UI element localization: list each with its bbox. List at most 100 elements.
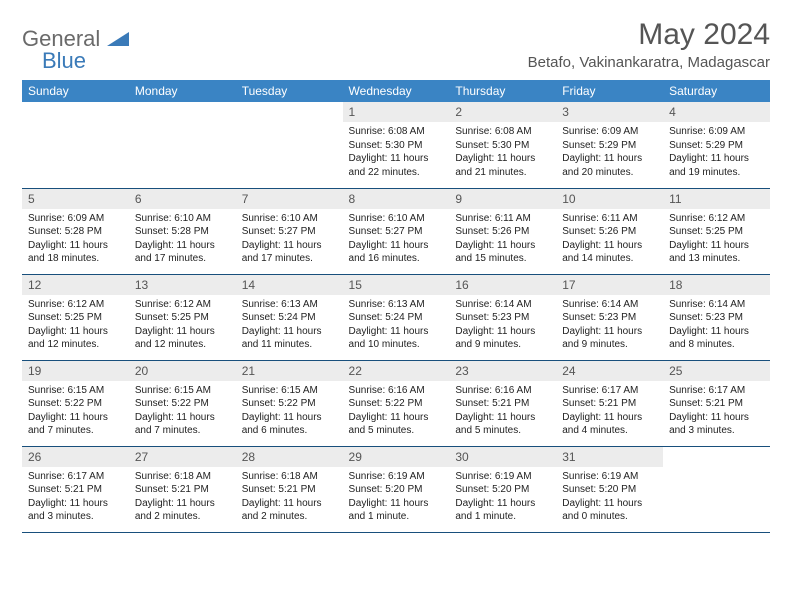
day-number: 6 [129, 189, 236, 209]
day-number: 25 [663, 361, 770, 381]
calendar-cell: 11Sunrise: 6:12 AMSunset: 5:25 PMDayligh… [663, 188, 770, 274]
calendar-cell: 16Sunrise: 6:14 AMSunset: 5:23 PMDayligh… [449, 274, 556, 360]
logo-triangle-icon [107, 32, 129, 48]
day-details: Sunrise: 6:19 AMSunset: 5:20 PMDaylight:… [556, 467, 663, 528]
day-number: 15 [343, 275, 450, 295]
title-block: May 2024 Betafo, Vakinankaratra, Madagas… [528, 18, 770, 71]
day-number: 12 [22, 275, 129, 295]
weekday-header: Sunday [22, 80, 129, 102]
day-details: Sunrise: 6:14 AMSunset: 5:23 PMDaylight:… [663, 295, 770, 356]
calendar-cell: 25Sunrise: 6:17 AMSunset: 5:21 PMDayligh… [663, 360, 770, 446]
calendar-row: 12Sunrise: 6:12 AMSunset: 5:25 PMDayligh… [22, 274, 770, 360]
day-number: 8 [343, 189, 450, 209]
location-text: Betafo, Vakinankaratra, Madagascar [528, 54, 770, 71]
day-details: Sunrise: 6:18 AMSunset: 5:21 PMDaylight:… [129, 467, 236, 528]
calendar-cell: 9Sunrise: 6:11 AMSunset: 5:26 PMDaylight… [449, 188, 556, 274]
calendar-cell: 26Sunrise: 6:17 AMSunset: 5:21 PMDayligh… [22, 446, 129, 532]
calendar-cell: 22Sunrise: 6:16 AMSunset: 5:22 PMDayligh… [343, 360, 450, 446]
day-details: Sunrise: 6:15 AMSunset: 5:22 PMDaylight:… [236, 381, 343, 442]
day-number: 21 [236, 361, 343, 381]
calendar-cell: 30Sunrise: 6:19 AMSunset: 5:20 PMDayligh… [449, 446, 556, 532]
day-details: Sunrise: 6:17 AMSunset: 5:21 PMDaylight:… [22, 467, 129, 528]
header: General Blue May 2024 Betafo, Vakinankar… [22, 18, 770, 74]
day-details: Sunrise: 6:11 AMSunset: 5:26 PMDaylight:… [556, 209, 663, 270]
day-number: 28 [236, 447, 343, 467]
calendar-row: 1Sunrise: 6:08 AMSunset: 5:30 PMDaylight… [22, 102, 770, 188]
page-title: May 2024 [528, 18, 770, 52]
day-number: 4 [663, 102, 770, 122]
weekday-header: Friday [556, 80, 663, 102]
day-details: Sunrise: 6:12 AMSunset: 5:25 PMDaylight:… [22, 295, 129, 356]
day-number: 20 [129, 361, 236, 381]
day-details: Sunrise: 6:13 AMSunset: 5:24 PMDaylight:… [343, 295, 450, 356]
day-number: 14 [236, 275, 343, 295]
calendar-cell-empty [236, 102, 343, 188]
day-number: 27 [129, 447, 236, 467]
day-details: Sunrise: 6:08 AMSunset: 5:30 PMDaylight:… [343, 122, 450, 183]
day-details: Sunrise: 6:10 AMSunset: 5:27 PMDaylight:… [343, 209, 450, 270]
calendar-body: 1Sunrise: 6:08 AMSunset: 5:30 PMDaylight… [22, 102, 770, 532]
day-details: Sunrise: 6:17 AMSunset: 5:21 PMDaylight:… [663, 381, 770, 442]
weekday-header: Thursday [449, 80, 556, 102]
weekday-header: Wednesday [343, 80, 450, 102]
day-details: Sunrise: 6:12 AMSunset: 5:25 PMDaylight:… [129, 295, 236, 356]
day-number: 19 [22, 361, 129, 381]
calendar-cell: 17Sunrise: 6:14 AMSunset: 5:23 PMDayligh… [556, 274, 663, 360]
calendar-table: SundayMondayTuesdayWednesdayThursdayFrid… [22, 80, 770, 533]
day-number: 23 [449, 361, 556, 381]
calendar-cell: 1Sunrise: 6:08 AMSunset: 5:30 PMDaylight… [343, 102, 450, 188]
day-details: Sunrise: 6:19 AMSunset: 5:20 PMDaylight:… [343, 467, 450, 528]
calendar-cell: 23Sunrise: 6:16 AMSunset: 5:21 PMDayligh… [449, 360, 556, 446]
calendar-cell: 13Sunrise: 6:12 AMSunset: 5:25 PMDayligh… [129, 274, 236, 360]
day-details: Sunrise: 6:16 AMSunset: 5:22 PMDaylight:… [343, 381, 450, 442]
calendar-cell: 6Sunrise: 6:10 AMSunset: 5:28 PMDaylight… [129, 188, 236, 274]
calendar-head: SundayMondayTuesdayWednesdayThursdayFrid… [22, 80, 770, 102]
calendar-cell: 5Sunrise: 6:09 AMSunset: 5:28 PMDaylight… [22, 188, 129, 274]
day-details: Sunrise: 6:09 AMSunset: 5:29 PMDaylight:… [663, 122, 770, 183]
calendar-cell: 31Sunrise: 6:19 AMSunset: 5:20 PMDayligh… [556, 446, 663, 532]
day-details: Sunrise: 6:19 AMSunset: 5:20 PMDaylight:… [449, 467, 556, 528]
day-number: 18 [663, 275, 770, 295]
day-details: Sunrise: 6:18 AMSunset: 5:21 PMDaylight:… [236, 467, 343, 528]
day-number: 29 [343, 447, 450, 467]
logo-word2: Blue [42, 48, 129, 74]
calendar-row: 5Sunrise: 6:09 AMSunset: 5:28 PMDaylight… [22, 188, 770, 274]
day-number: 24 [556, 361, 663, 381]
day-number: 5 [22, 189, 129, 209]
calendar-cell: 29Sunrise: 6:19 AMSunset: 5:20 PMDayligh… [343, 446, 450, 532]
calendar-cell: 27Sunrise: 6:18 AMSunset: 5:21 PMDayligh… [129, 446, 236, 532]
day-number: 31 [556, 447, 663, 467]
day-number: 17 [556, 275, 663, 295]
day-details: Sunrise: 6:13 AMSunset: 5:24 PMDaylight:… [236, 295, 343, 356]
day-details: Sunrise: 6:10 AMSunset: 5:27 PMDaylight:… [236, 209, 343, 270]
weekday-header: Saturday [663, 80, 770, 102]
day-number: 13 [129, 275, 236, 295]
calendar-cell-empty [663, 446, 770, 532]
day-details: Sunrise: 6:16 AMSunset: 5:21 PMDaylight:… [449, 381, 556, 442]
day-number: 10 [556, 189, 663, 209]
calendar-row: 19Sunrise: 6:15 AMSunset: 5:22 PMDayligh… [22, 360, 770, 446]
day-details: Sunrise: 6:09 AMSunset: 5:28 PMDaylight:… [22, 209, 129, 270]
weekday-header: Tuesday [236, 80, 343, 102]
day-details: Sunrise: 6:10 AMSunset: 5:28 PMDaylight:… [129, 209, 236, 270]
calendar-cell: 20Sunrise: 6:15 AMSunset: 5:22 PMDayligh… [129, 360, 236, 446]
day-number: 22 [343, 361, 450, 381]
day-details: Sunrise: 6:09 AMSunset: 5:29 PMDaylight:… [556, 122, 663, 183]
calendar-cell-empty [129, 102, 236, 188]
calendar-cell: 4Sunrise: 6:09 AMSunset: 5:29 PMDaylight… [663, 102, 770, 188]
day-details: Sunrise: 6:15 AMSunset: 5:22 PMDaylight:… [129, 381, 236, 442]
day-number: 7 [236, 189, 343, 209]
calendar-cell: 28Sunrise: 6:18 AMSunset: 5:21 PMDayligh… [236, 446, 343, 532]
day-details: Sunrise: 6:14 AMSunset: 5:23 PMDaylight:… [449, 295, 556, 356]
weekday-header: Monday [129, 80, 236, 102]
day-number: 1 [343, 102, 450, 122]
calendar-cell: 15Sunrise: 6:13 AMSunset: 5:24 PMDayligh… [343, 274, 450, 360]
day-number: 26 [22, 447, 129, 467]
calendar-cell: 12Sunrise: 6:12 AMSunset: 5:25 PMDayligh… [22, 274, 129, 360]
calendar-cell-empty [22, 102, 129, 188]
day-details: Sunrise: 6:15 AMSunset: 5:22 PMDaylight:… [22, 381, 129, 442]
day-details: Sunrise: 6:14 AMSunset: 5:23 PMDaylight:… [556, 295, 663, 356]
day-number: 2 [449, 102, 556, 122]
calendar-cell: 10Sunrise: 6:11 AMSunset: 5:26 PMDayligh… [556, 188, 663, 274]
calendar-cell: 24Sunrise: 6:17 AMSunset: 5:21 PMDayligh… [556, 360, 663, 446]
